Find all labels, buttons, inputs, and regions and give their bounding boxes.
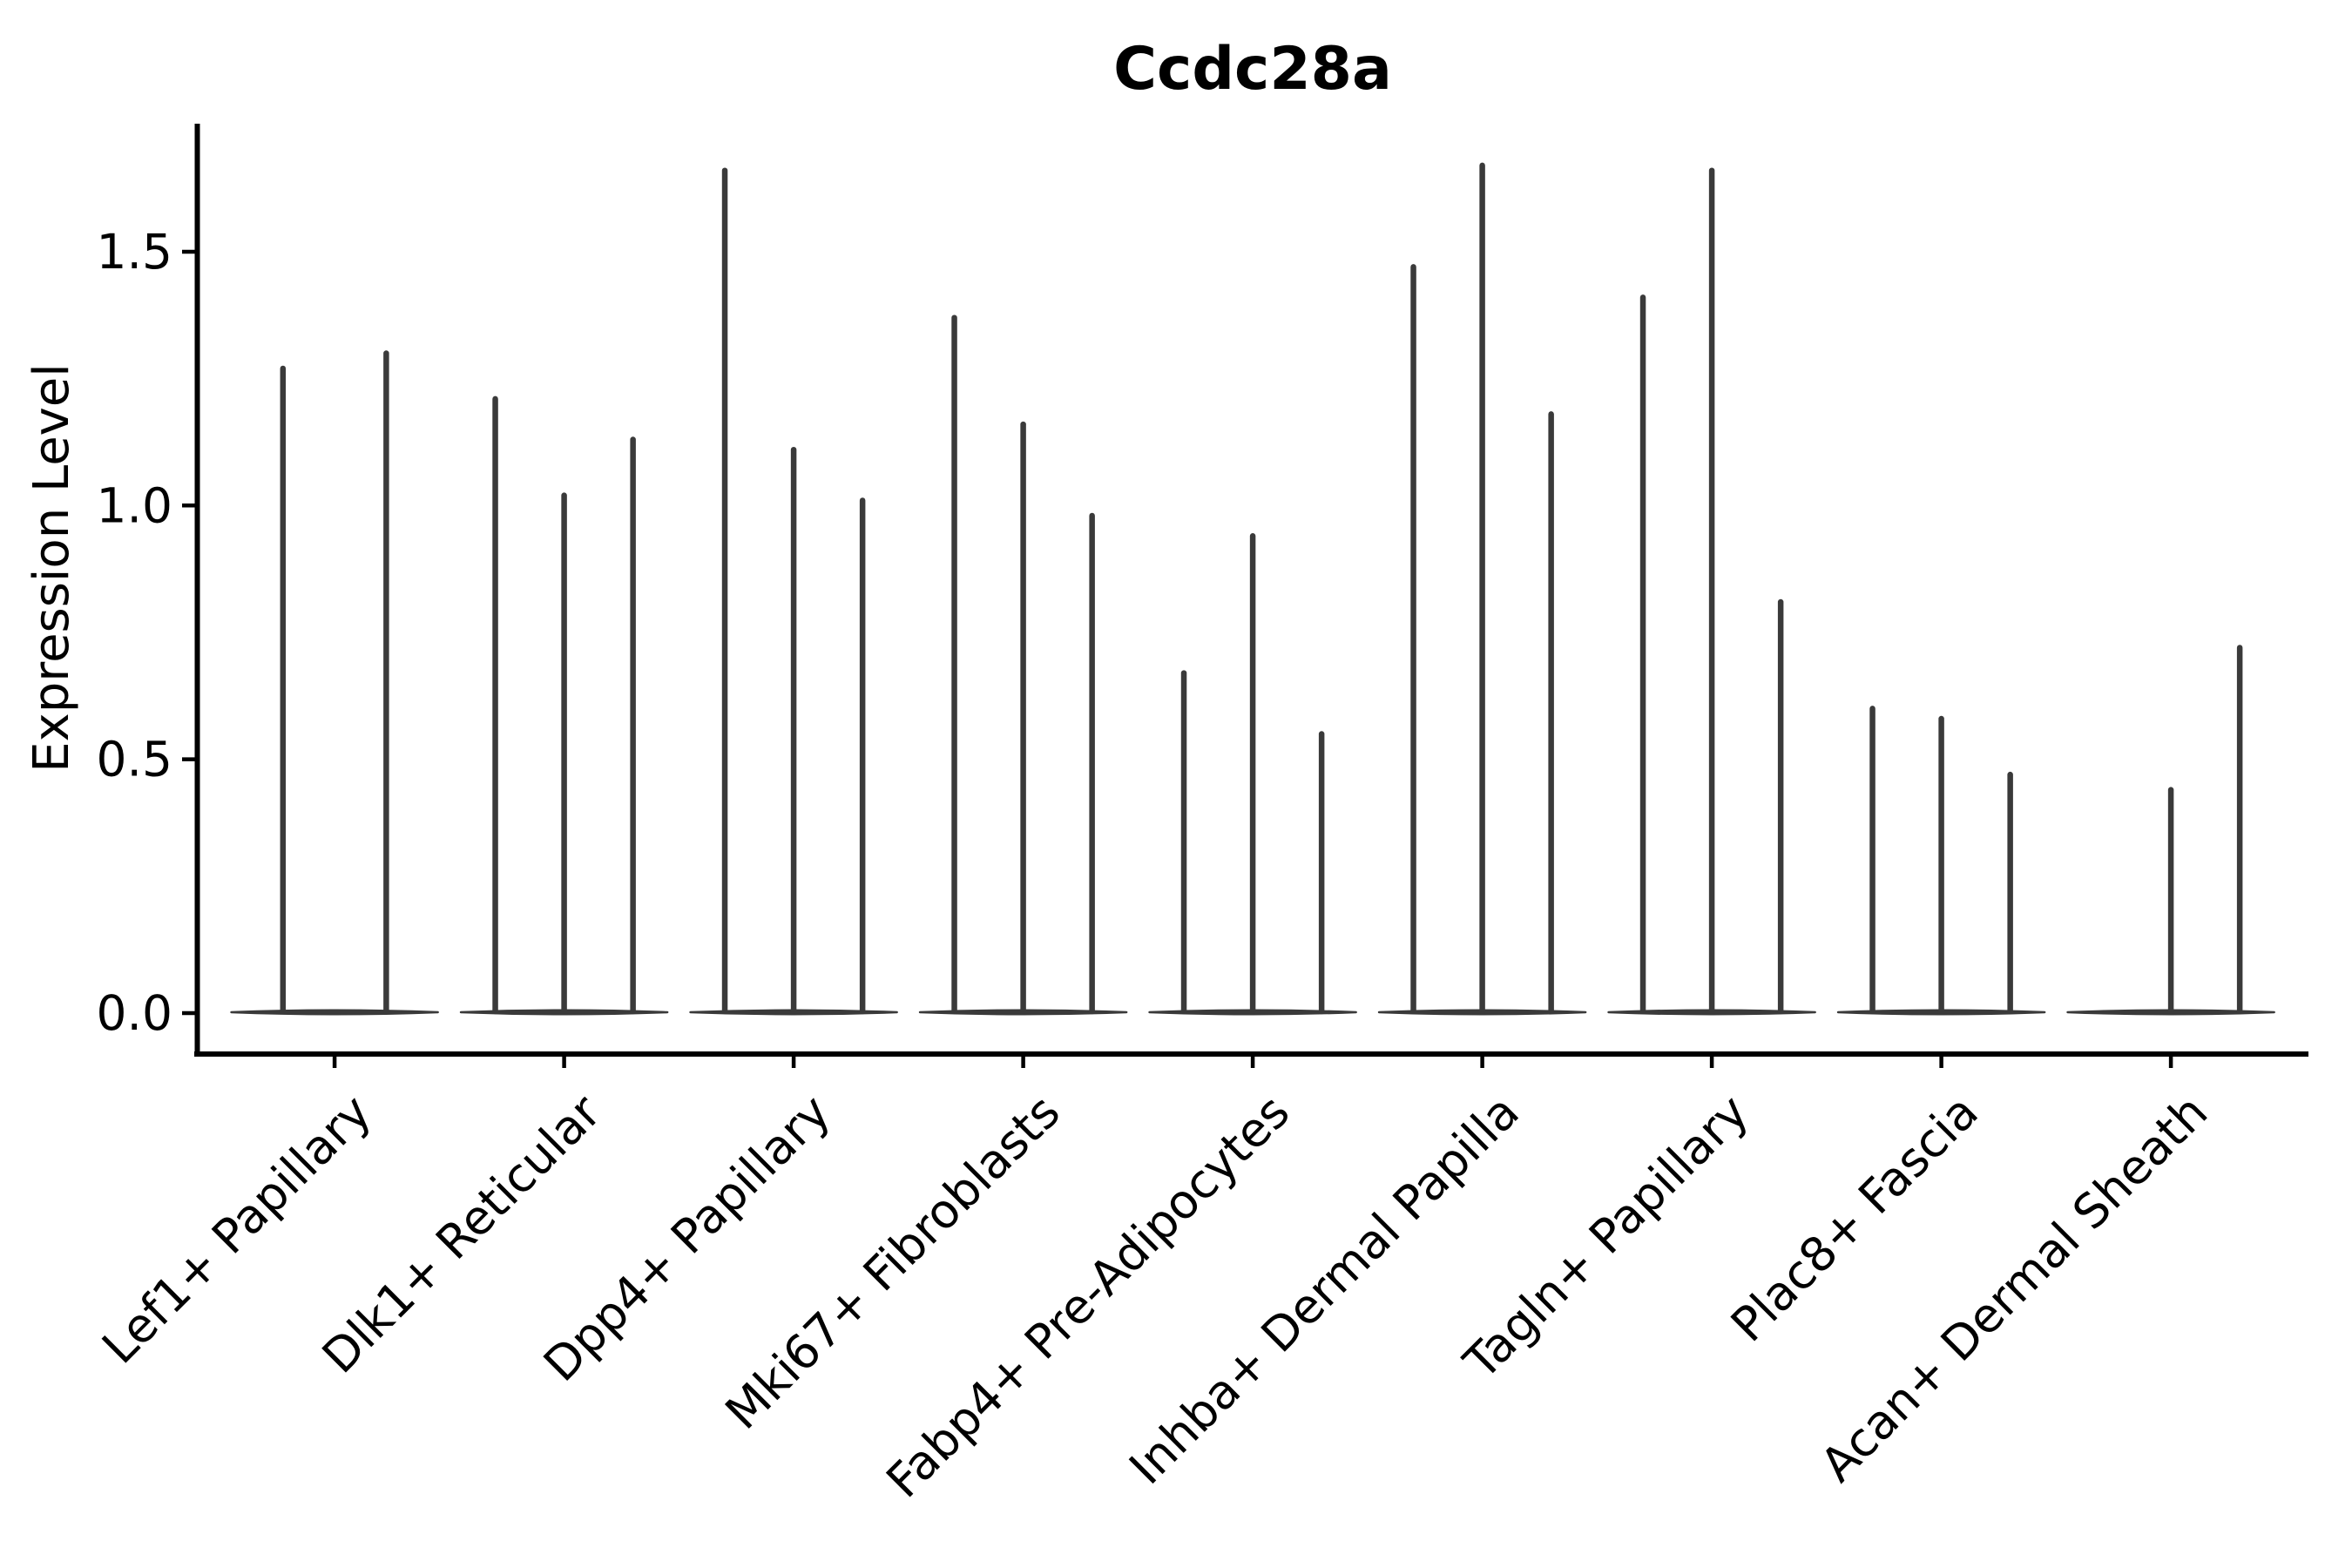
x-tick-label: Inhba+ Dermal Papilla (1119, 1085, 1529, 1495)
violin-base (230, 1009, 439, 1016)
chart-title: Ccdc28a (1113, 35, 1392, 104)
y-tick-label: 1.0 (97, 477, 172, 533)
x-tick-label: Plac8+ Fascia (1720, 1085, 1989, 1353)
x-tick-label: Fabp4+ Pre-Adipocytes (875, 1085, 1300, 1509)
y-axis-label: Expression Level (24, 363, 80, 773)
y-tick-label: 1.5 (97, 224, 172, 280)
y-tick-label: 0.0 (97, 985, 172, 1041)
y-ticks-layer: 0.0 0.5 1.0 1.5 (97, 224, 198, 1041)
x-tick-label: Acan+ Dermal Sheath (1810, 1085, 2218, 1492)
y-tick-label: 0.5 (97, 732, 172, 787)
violins-layer (230, 162, 2275, 1016)
